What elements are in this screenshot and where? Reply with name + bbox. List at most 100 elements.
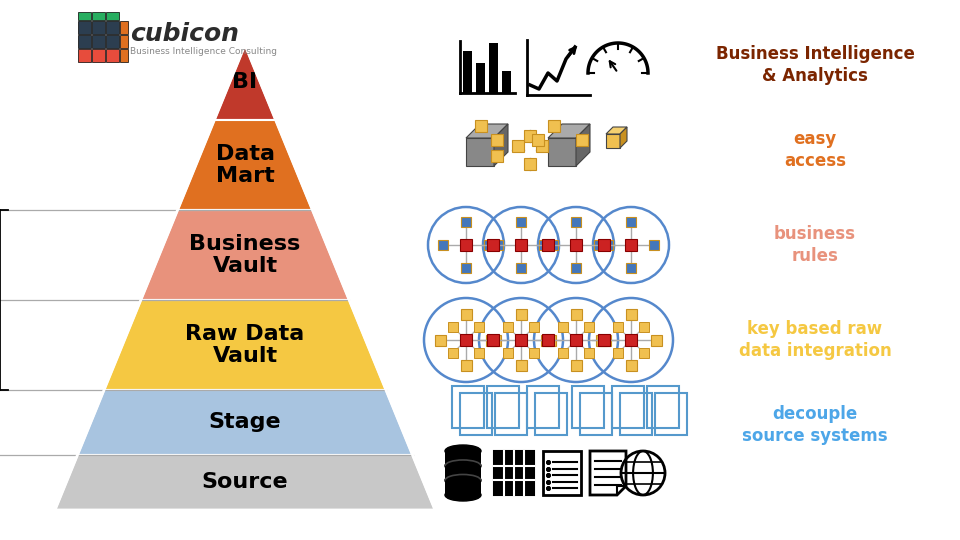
Bar xyxy=(527,386,559,428)
Text: cubicon: cubicon xyxy=(130,22,239,46)
Text: Data
Mart: Data Mart xyxy=(215,144,275,186)
Bar xyxy=(120,49,129,62)
Bar xyxy=(503,348,513,358)
Bar xyxy=(452,386,484,428)
Bar xyxy=(570,239,582,251)
Bar xyxy=(524,158,536,170)
Bar xyxy=(594,240,604,250)
Polygon shape xyxy=(548,138,576,166)
Bar xyxy=(545,334,556,346)
Bar xyxy=(548,120,560,132)
Bar xyxy=(626,263,636,273)
Bar xyxy=(651,334,661,346)
Text: Business Intelligence Consulting: Business Intelligence Consulting xyxy=(130,48,277,57)
Bar xyxy=(625,239,637,251)
Bar xyxy=(626,217,636,227)
Bar xyxy=(476,63,485,93)
Bar xyxy=(558,348,567,358)
Bar xyxy=(474,348,484,358)
Bar xyxy=(542,334,554,346)
Bar xyxy=(548,240,558,250)
Bar xyxy=(539,240,549,250)
Bar xyxy=(92,11,105,20)
Bar xyxy=(78,21,91,34)
Bar xyxy=(461,309,471,320)
Polygon shape xyxy=(214,45,276,120)
Bar xyxy=(571,263,581,273)
Bar xyxy=(570,334,582,346)
Bar xyxy=(529,348,540,358)
Text: Business
Vault: Business Vault xyxy=(189,234,300,276)
Bar xyxy=(516,309,526,320)
Bar xyxy=(484,240,493,250)
Polygon shape xyxy=(466,124,508,138)
Bar xyxy=(515,334,527,346)
Bar xyxy=(92,21,105,34)
Bar xyxy=(542,239,554,251)
Text: business
rules: business rules xyxy=(774,225,856,265)
Polygon shape xyxy=(606,127,627,134)
Polygon shape xyxy=(620,127,627,148)
Bar xyxy=(461,217,471,227)
Bar xyxy=(435,334,446,346)
Bar xyxy=(487,239,499,251)
Bar xyxy=(78,49,91,62)
Bar xyxy=(460,334,472,346)
Bar xyxy=(493,240,503,250)
Bar xyxy=(571,217,581,227)
Bar xyxy=(491,134,503,146)
Text: decouple
source systems: decouple source systems xyxy=(742,405,888,445)
Bar xyxy=(598,334,610,346)
Bar xyxy=(475,120,487,132)
Polygon shape xyxy=(466,138,494,166)
Bar xyxy=(612,386,644,428)
Bar xyxy=(512,140,524,152)
Bar xyxy=(596,334,607,346)
Bar xyxy=(487,334,499,346)
Bar xyxy=(447,322,458,332)
Bar xyxy=(612,322,623,332)
Bar xyxy=(106,35,119,48)
Bar xyxy=(516,263,526,273)
Bar xyxy=(461,360,471,370)
Bar xyxy=(572,386,604,428)
Bar xyxy=(461,263,471,273)
Ellipse shape xyxy=(445,475,481,487)
Bar xyxy=(106,11,119,20)
Bar xyxy=(612,348,623,358)
Bar xyxy=(626,309,636,320)
Polygon shape xyxy=(576,124,590,166)
Bar xyxy=(494,451,534,495)
Polygon shape xyxy=(104,300,386,390)
Bar xyxy=(447,348,458,358)
Bar xyxy=(78,35,91,48)
Ellipse shape xyxy=(445,460,481,472)
Bar xyxy=(502,71,511,93)
Bar xyxy=(92,49,105,62)
Bar xyxy=(460,393,492,435)
Bar xyxy=(503,322,513,332)
Bar xyxy=(576,134,588,146)
Text: Raw Data
Vault: Raw Data Vault xyxy=(185,324,304,366)
Bar xyxy=(438,240,448,250)
Bar xyxy=(655,393,687,435)
Bar xyxy=(516,217,526,227)
Ellipse shape xyxy=(445,445,481,457)
Polygon shape xyxy=(78,390,413,455)
Bar xyxy=(600,334,612,346)
Bar xyxy=(626,360,636,370)
Bar xyxy=(106,21,119,34)
Bar xyxy=(106,49,119,62)
Bar xyxy=(603,240,613,250)
Bar xyxy=(495,393,527,435)
Bar xyxy=(598,239,610,251)
Bar xyxy=(486,334,496,346)
Bar xyxy=(649,240,659,250)
Bar xyxy=(524,130,536,142)
Text: BI: BI xyxy=(232,72,257,92)
Bar xyxy=(515,239,527,251)
Bar xyxy=(78,11,91,20)
Polygon shape xyxy=(178,120,312,210)
Bar xyxy=(474,322,484,332)
Ellipse shape xyxy=(445,489,481,501)
